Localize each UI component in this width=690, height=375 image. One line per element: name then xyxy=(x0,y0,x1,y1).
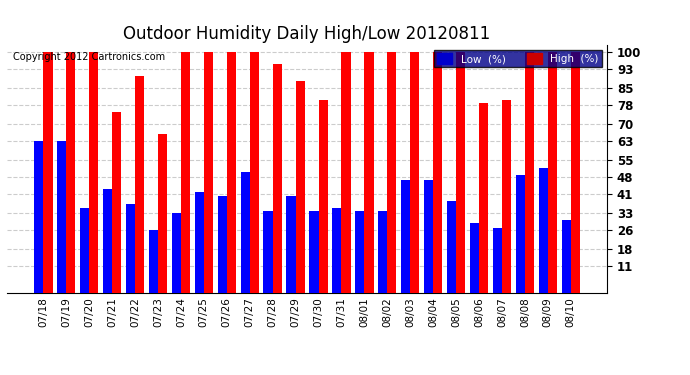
Bar xyxy=(264,211,273,292)
Bar xyxy=(515,175,525,292)
Bar xyxy=(103,189,112,292)
Bar xyxy=(562,220,571,292)
Bar xyxy=(333,209,342,292)
Bar xyxy=(89,52,99,292)
Bar xyxy=(34,141,43,292)
Bar xyxy=(447,201,456,292)
Bar xyxy=(433,52,442,292)
Bar xyxy=(364,52,373,292)
Bar xyxy=(126,204,135,292)
Bar xyxy=(456,52,465,292)
Text: Copyright 2012 Cartronics.com: Copyright 2012 Cartronics.com xyxy=(13,53,165,62)
Bar xyxy=(227,52,236,292)
Bar xyxy=(295,81,305,292)
Bar xyxy=(112,112,121,292)
Bar xyxy=(80,209,89,292)
Bar xyxy=(411,52,420,292)
Bar xyxy=(548,52,557,292)
Bar xyxy=(57,141,66,292)
Bar xyxy=(135,76,144,292)
Legend: Low  (%), High  (%): Low (%), High (%) xyxy=(434,50,602,68)
Bar xyxy=(43,52,52,292)
Bar xyxy=(250,52,259,292)
Bar xyxy=(424,180,433,292)
Bar xyxy=(273,64,282,292)
Bar xyxy=(217,196,227,292)
Bar xyxy=(286,196,295,292)
Bar xyxy=(181,52,190,292)
Bar xyxy=(470,223,479,292)
Bar xyxy=(66,52,75,292)
Bar xyxy=(204,52,213,292)
Bar xyxy=(479,103,489,292)
Bar xyxy=(502,100,511,292)
Bar xyxy=(401,180,411,292)
Bar xyxy=(355,211,364,292)
Bar xyxy=(493,228,502,292)
Title: Outdoor Humidity Daily High/Low 20120811: Outdoor Humidity Daily High/Low 20120811 xyxy=(124,26,491,44)
Bar xyxy=(525,52,534,292)
Bar xyxy=(309,211,319,292)
Bar xyxy=(319,100,328,292)
Bar xyxy=(539,168,548,292)
Bar xyxy=(387,52,397,292)
Bar xyxy=(195,192,204,292)
Bar xyxy=(158,134,167,292)
Bar xyxy=(571,52,580,292)
Bar xyxy=(172,213,181,292)
Bar xyxy=(149,230,158,292)
Bar xyxy=(342,52,351,292)
Bar xyxy=(241,172,250,292)
Bar xyxy=(378,211,387,292)
